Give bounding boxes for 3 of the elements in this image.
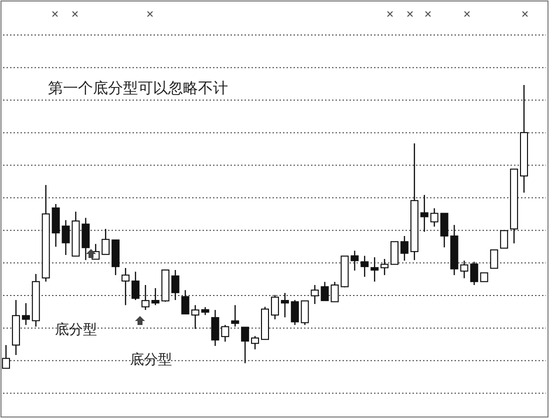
annotation: 底分型 <box>130 352 172 368</box>
annotation: 底分型 <box>55 322 97 338</box>
annotation: 第一个底分型可以忽略不计 <box>48 80 228 97</box>
